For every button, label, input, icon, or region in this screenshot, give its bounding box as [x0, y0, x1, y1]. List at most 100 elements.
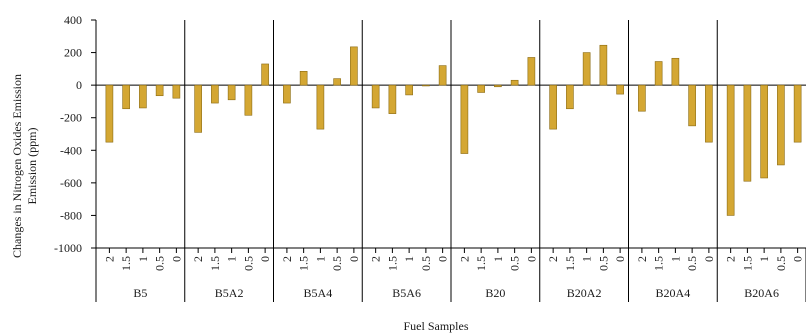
x-tick-label: 1 — [136, 256, 150, 262]
x-tick-label: 1.5 — [208, 256, 222, 271]
bar — [422, 84, 430, 87]
bar — [172, 84, 181, 99]
x-tick-label: 1 — [757, 256, 771, 262]
x-tick-label: 1 — [225, 256, 239, 262]
x-tick-label: 0.5 — [596, 256, 610, 271]
x-tick-label: 2 — [280, 256, 294, 262]
bar-series — [105, 44, 802, 216]
x-tick-label: 0 — [524, 256, 538, 262]
x-tick-label: 0.5 — [241, 256, 255, 271]
bar — [194, 84, 202, 133]
bar — [777, 84, 785, 166]
y-tick-label: -200 — [60, 111, 82, 125]
bar — [261, 63, 269, 86]
y-tick-label: 0 — [76, 78, 82, 92]
bar — [333, 78, 341, 86]
x-axis-label: Fuel Samples — [404, 319, 469, 333]
y-tick-label: 400 — [64, 13, 82, 27]
bar — [388, 84, 397, 114]
bar — [705, 84, 713, 143]
x-tick-label: 2 — [191, 256, 205, 262]
bar — [283, 84, 291, 104]
group-label: B20A6 — [744, 286, 779, 300]
bar — [122, 84, 130, 110]
bar — [638, 84, 646, 112]
y-axis-label-line1: Changes in Nitrogen Oxides Emission — [10, 74, 24, 258]
group-label: B5A2 — [215, 286, 244, 300]
x-tick-label: 1 — [580, 256, 594, 262]
y-tick-label: -1000 — [54, 241, 82, 255]
x-tick-label: 2 — [369, 256, 383, 262]
chart-axes — [91, 19, 806, 302]
x-tick-label: 1.5 — [563, 256, 577, 271]
x-tick-label: 0.5 — [330, 256, 344, 271]
x-tick-label: 1.5 — [385, 256, 399, 271]
group-label: B5A4 — [304, 286, 333, 300]
bar — [299, 71, 308, 86]
x-tick-label: 1.5 — [297, 256, 311, 271]
x-tick-label: 1.5 — [652, 256, 666, 271]
x-tick-label: 0 — [436, 256, 450, 262]
x-tick-label: 0.5 — [153, 256, 167, 271]
bar — [438, 65, 447, 86]
y-axis-label-line2: Emission (ppm) — [25, 127, 39, 204]
x-tick-label: 0 — [791, 256, 805, 262]
group-label: B20A2 — [567, 286, 602, 300]
bar — [760, 84, 768, 179]
bar — [371, 84, 380, 109]
y-tick-label: 200 — [64, 46, 82, 60]
x-tick-label: 1 — [402, 256, 416, 262]
x-tick-label: 0 — [258, 256, 272, 262]
group-label: B5A6 — [392, 286, 421, 300]
bar — [460, 84, 469, 154]
x-tick-label: 2 — [102, 256, 116, 262]
x-tick-label: 1 — [668, 256, 682, 262]
y-tick-label: -400 — [60, 143, 82, 157]
x-tick-label: 0 — [169, 256, 183, 262]
x-tick-label: 0 — [702, 256, 716, 262]
bar — [671, 57, 680, 86]
y-tick-label: -800 — [60, 208, 82, 222]
x-tick-label: 2 — [635, 256, 649, 262]
bar — [527, 57, 536, 86]
x-tick-label: 1 — [491, 256, 505, 262]
x-tick-label: 1.5 — [740, 256, 754, 271]
bar — [726, 84, 735, 216]
bar — [155, 84, 164, 97]
x-tick-label: 0.5 — [774, 256, 788, 271]
x-tick-label: 2 — [457, 256, 471, 262]
bar — [549, 84, 557, 130]
x-tick-label: 0 — [347, 256, 361, 262]
bar — [350, 46, 358, 86]
bar — [477, 84, 485, 93]
x-tick-label: 0.5 — [685, 256, 699, 271]
x-tick-label: 0.5 — [508, 256, 522, 271]
x-tick-label: 1.5 — [474, 256, 488, 271]
bar — [793, 84, 802, 143]
bar — [405, 84, 413, 96]
bar — [139, 84, 147, 109]
bar — [211, 84, 219, 104]
x-tick-label: 2 — [546, 256, 560, 262]
group-label: B20 — [485, 286, 505, 300]
y-tick-label: -600 — [60, 176, 82, 190]
group-label: B5 — [133, 286, 147, 300]
x-tick-label: 1 — [313, 256, 327, 262]
bar — [654, 61, 663, 86]
bar — [510, 79, 519, 86]
bar — [582, 52, 591, 86]
x-tick-label: 2 — [724, 256, 738, 262]
bar — [494, 84, 502, 88]
bar — [599, 44, 608, 86]
bar — [316, 84, 325, 130]
x-tick-label: 0 — [613, 256, 627, 262]
bar — [566, 84, 574, 110]
bar — [227, 84, 236, 101]
bar — [743, 84, 752, 182]
bar — [105, 84, 114, 143]
bar — [616, 84, 624, 95]
bar — [688, 84, 696, 127]
x-tick-label: 0.5 — [419, 256, 433, 271]
